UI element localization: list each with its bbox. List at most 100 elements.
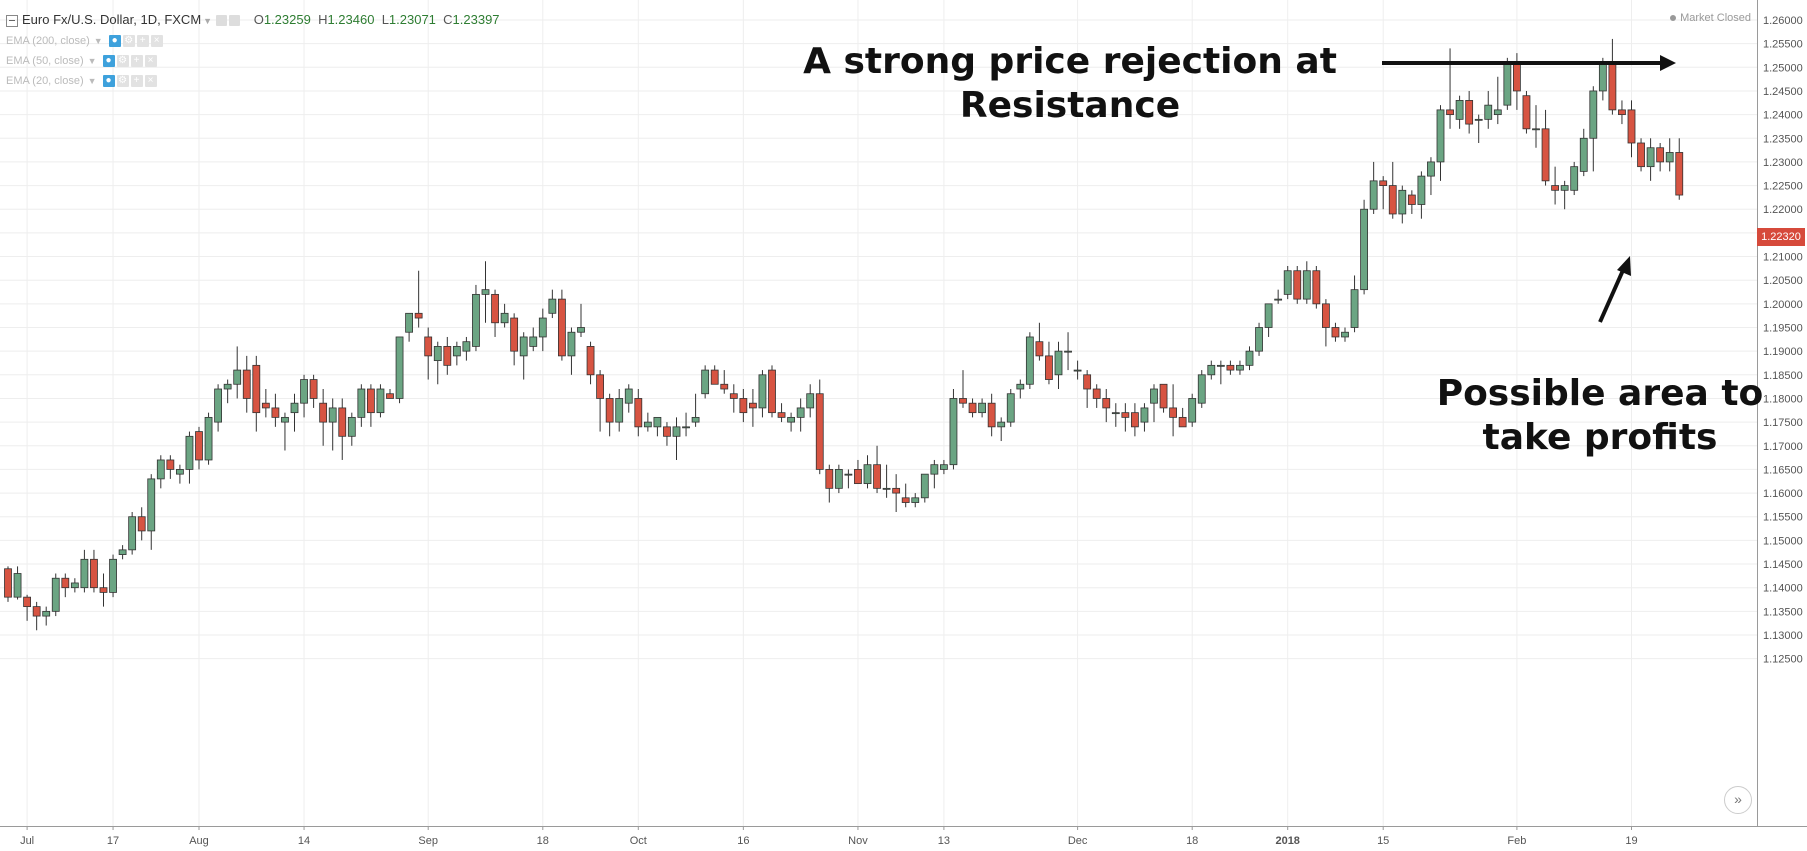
candle	[1035, 322, 1044, 361]
price-tick-label: 1.17500	[1763, 417, 1803, 429]
candle-body	[701, 369, 710, 395]
chevron-down-icon[interactable]: ▼	[93, 36, 103, 46]
candle-body	[90, 558, 98, 589]
eye-icon[interactable]: ●	[102, 55, 115, 68]
candle	[548, 289, 557, 319]
plus-icon[interactable]: +	[130, 55, 143, 68]
candle-body	[42, 610, 51, 617]
candle-body	[1522, 95, 1531, 130]
candle	[309, 374, 318, 408]
candle	[347, 412, 356, 446]
candle-body	[987, 402, 996, 428]
candle	[204, 412, 213, 465]
indicator-ema-50[interactable]: EMA (50, close) ▼ ● ⚙ + ×	[6, 55, 159, 68]
resistance-annotation-line1: A strong price rejection at	[803, 41, 1337, 82]
price-tick-label: 1.13500	[1763, 606, 1803, 618]
scroll-to-realtime-button[interactable]: »	[1724, 786, 1752, 814]
plus-icon[interactable]: +	[136, 35, 149, 48]
candle-body	[1560, 185, 1569, 191]
close-icon[interactable]: ×	[144, 55, 157, 68]
chevron-down-icon[interactable]: ▼	[87, 76, 97, 86]
candle	[1627, 100, 1636, 158]
candle-body	[1302, 270, 1311, 300]
candle	[1178, 407, 1187, 428]
candle-body	[13, 573, 22, 598]
profit-annotation-line1: Possible area to	[1436, 373, 1764, 414]
price-tick-label: 1.24500	[1763, 86, 1803, 98]
candle-body	[1551, 185, 1559, 191]
chevron-down-icon[interactable]: ▼	[203, 16, 213, 26]
candle	[930, 459, 939, 489]
resistance-arrow-head	[1660, 55, 1676, 71]
gear-icon[interactable]	[229, 15, 241, 27]
resistance-annotation: A strong price rejection at Resistance	[720, 40, 1420, 128]
candle	[1025, 332, 1034, 389]
close-icon[interactable]: ×	[150, 35, 163, 48]
time-axis[interactable]: Jul 17 Aug 14 Sep 18 Oct 16 Nov 13 Dec 18 2018 15 Feb 1…	[0, 826, 1807, 847]
eye-icon[interactable]: ●	[108, 35, 121, 48]
candle	[1064, 332, 1072, 371]
candle	[223, 379, 232, 404]
candle	[99, 573, 108, 607]
gear-icon[interactable]: ⚙	[116, 55, 129, 68]
candle	[624, 384, 633, 413]
symbol-legend[interactable]: Euro Fx/U.S. Dollar, 1D, FXCM ▼ O1.23259 …	[6, 12, 500, 27]
indicator-ema-200[interactable]: EMA (200, close) ▼ ● ⚙ + ×	[6, 35, 165, 48]
chevron-down-icon[interactable]: ▼	[87, 56, 97, 66]
candle-body	[1006, 393, 1015, 423]
candle	[749, 389, 757, 427]
candle	[825, 464, 834, 503]
candle	[701, 365, 710, 399]
price-tick-label: 1.21000	[1763, 252, 1803, 264]
candle	[1551, 166, 1559, 205]
candle-body	[777, 412, 786, 418]
candle	[1455, 95, 1464, 129]
candle	[1293, 266, 1302, 304]
candle	[1407, 190, 1416, 214]
candle	[395, 336, 404, 404]
candle-body	[1532, 128, 1540, 131]
candle-body	[1360, 208, 1368, 291]
candle-body	[1350, 289, 1359, 328]
time-tick-label: 18	[1186, 835, 1198, 847]
plus-icon[interactable]: +	[130, 75, 143, 88]
candle-body	[271, 407, 280, 418]
time-tick-label: 19	[1625, 835, 1637, 847]
price-tick-label: 1.18500	[1763, 370, 1803, 382]
candle	[1618, 100, 1626, 125]
candle	[4, 566, 12, 602]
candle	[500, 303, 509, 328]
candle-body	[462, 341, 471, 352]
gear-icon[interactable]: ⚙	[116, 75, 129, 88]
candle	[1092, 384, 1101, 408]
candle	[758, 370, 767, 418]
candle	[1608, 38, 1617, 115]
candle-body	[1369, 180, 1378, 210]
candle-body	[80, 558, 89, 589]
price-tick-label: 1.16500	[1763, 464, 1803, 476]
price-tick-label: 1.18000	[1763, 393, 1803, 405]
candle-body	[452, 346, 461, 357]
candle	[1646, 138, 1655, 181]
candle	[424, 327, 433, 380]
indicator-ema-20[interactable]: EMA (20, close) ▼ ● ⚙ + ×	[6, 75, 159, 88]
candle-body	[720, 383, 729, 390]
candle	[1570, 161, 1579, 196]
collapse-icon[interactable]	[6, 14, 18, 27]
candle-body	[1035, 341, 1044, 357]
candle-body	[156, 459, 165, 480]
gear-icon[interactable]: ⚙	[122, 35, 135, 48]
candle	[1398, 185, 1407, 224]
candle	[1016, 379, 1025, 399]
candle	[643, 412, 652, 432]
indicator-label: EMA (20, close)	[6, 75, 84, 87]
candle-body	[195, 431, 203, 461]
eye-icon[interactable]	[216, 15, 228, 27]
close-icon[interactable]: ×	[144, 75, 157, 88]
candle	[175, 464, 184, 484]
candle	[405, 312, 414, 342]
candle-body	[691, 416, 700, 423]
eye-icon[interactable]: ●	[102, 75, 115, 88]
price-axis[interactable]: 1.26000 1.25500 1.25000 1.24500 1.24000 1.235…	[1757, 0, 1803, 826]
